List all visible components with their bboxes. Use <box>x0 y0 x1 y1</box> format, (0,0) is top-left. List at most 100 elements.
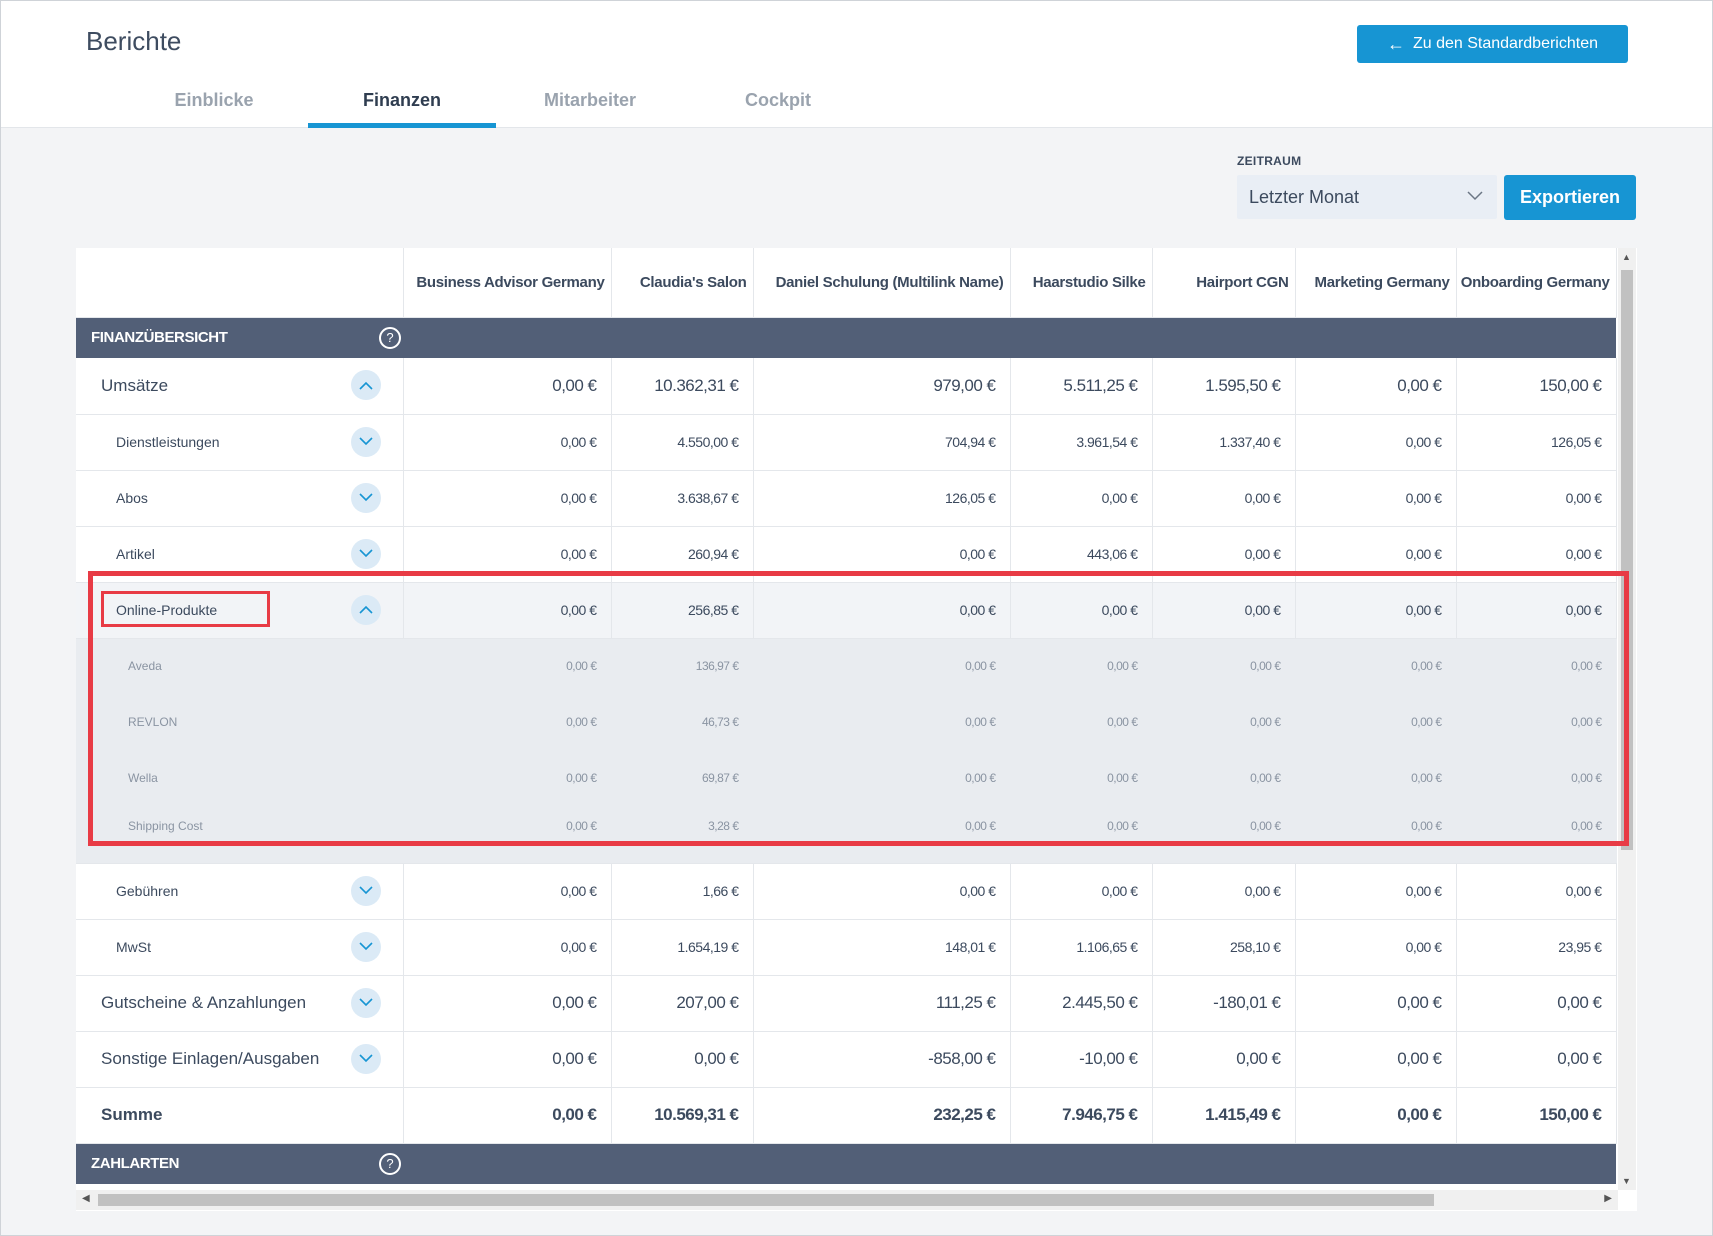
row-label: Summe <box>101 1105 163 1124</box>
value-cell: 0,00 € <box>1010 694 1153 751</box>
row-label-cell: Artikel <box>76 526 404 583</box>
value-cell: 5.511,25 € <box>1010 358 1153 415</box>
section-row-zahlarten: ZAHLARTEN ? <box>76 1143 1616 1184</box>
value-cell: 0,00 € <box>1010 582 1153 639</box>
value-cell: 0,00 € <box>1295 919 1457 976</box>
tab-mitarbeiter[interactable]: Mitarbeiter <box>543 90 637 110</box>
value-cell: 0,00 € <box>1295 806 1457 840</box>
value-cell: 0,00 € <box>1010 750 1153 807</box>
value-cell: 0,00 € <box>1295 414 1457 471</box>
export-button[interactable]: Exportieren <box>1504 175 1636 220</box>
table-row: Dienstleistungen 0,00 €4.550,00 €704,94 €… <box>76 414 1617 471</box>
column-header: Marketing Germany <box>1295 248 1457 318</box>
expand-chevron-icon[interactable] <box>351 875 381 906</box>
help-icon[interactable]: ? <box>379 326 401 349</box>
value-cell: 148,01 € <box>753 919 1011 976</box>
value-cell: 0,00 € <box>753 526 1011 583</box>
value-cell: 46,73 € <box>611 694 754 751</box>
column-header-empty <box>76 248 404 318</box>
section-row-finanzuebersicht: FINANZÜBERSICHT ? <box>76 317 1616 358</box>
row-label: Sonstige Einlagen/Ausgaben <box>101 1049 320 1068</box>
back-to-standard-reports-button[interactable]: ← Zu den Standardberichten <box>1357 25 1628 63</box>
expand-chevron-icon[interactable] <box>351 426 381 457</box>
value-cell: 10.362,31 € <box>611 358 754 415</box>
value-cell: 150,00 € <box>1456 358 1617 415</box>
value-cell: 69,87 € <box>611 750 754 807</box>
value-cell: 0,00 € <box>1456 750 1617 807</box>
value-cell: 0,00 € <box>403 414 612 471</box>
value-cell: 4.550,00 € <box>611 414 754 471</box>
tab-einblicke[interactable]: Einblicke <box>174 90 254 110</box>
tab-cockpit[interactable]: Cockpit <box>744 90 811 110</box>
period-label: ZEITRAUM <box>1237 154 1302 168</box>
value-cell: 0,00 € <box>403 638 612 695</box>
help-icon[interactable]: ? <box>379 1152 401 1175</box>
value-cell: 0,00 € <box>1010 863 1153 920</box>
period-select[interactable]: Letzter Monat <box>1237 175 1497 219</box>
finance-table-container[interactable]: Business Advisor Germany Claudia's Salon… <box>76 248 1637 1211</box>
period-value: Letzter Monat <box>1249 186 1360 207</box>
scroll-down-icon[interactable]: ▼ <box>1622 1176 1631 1186</box>
horizontal-scrollbar[interactable]: ◀ ▶ <box>76 1190 1618 1210</box>
table-row: Gebühren 0,00 €1,66 €0,00 €0,00 €0,00 €0,… <box>76 863 1617 920</box>
value-cell: 0,00 € <box>1010 638 1153 695</box>
scroll-up-icon[interactable]: ▲ <box>1622 252 1631 262</box>
section-header: ZAHLARTEN ? <box>76 1143 1616 1184</box>
scrollbar-thumb[interactable] <box>1621 270 1633 850</box>
value-cell: 0,00 € <box>1152 750 1296 807</box>
column-header: Claudia's Salon <box>611 248 754 318</box>
value-cell: 0,00 € <box>1152 863 1296 920</box>
value-cell: 0,00 € <box>403 358 612 415</box>
table-row: Online-Produkte 0,00 €256,85 €0,00 €0,00 … <box>76 582 1617 639</box>
expand-chevron-icon[interactable] <box>351 482 381 513</box>
table-row: Shipping Cost 0,00 €3,28 €0,00 €0,00 €0,0… <box>76 806 1617 840</box>
row-label-cell: REVLON <box>76 694 404 751</box>
value-cell: 0,00 € <box>403 470 612 527</box>
value-cell: -10,00 € <box>1010 1031 1153 1088</box>
expand-chevron-icon[interactable] <box>351 931 381 962</box>
value-cell: 0,00 € <box>1456 694 1617 751</box>
value-cell: 111,25 € <box>753 975 1011 1032</box>
finance-table: Business Advisor Germany Claudia's Salon… <box>76 248 1617 1184</box>
value-cell: 1.654,19 € <box>611 919 754 976</box>
value-cell: 1.337,40 € <box>1152 414 1296 471</box>
table-row: Abos 0,00 €3.638,67 €126,05 €0,00 €0,00 €… <box>76 470 1617 527</box>
value-cell: 0,00 € <box>1295 638 1457 695</box>
value-cell: 150,00 € <box>1456 1087 1617 1144</box>
scroll-right-icon[interactable]: ▶ <box>1604 1193 1612 1204</box>
value-cell: 0,00 € <box>1010 806 1153 840</box>
row-label: REVLON <box>128 715 178 729</box>
scrollbar-thumb[interactable] <box>98 1194 1434 1206</box>
value-cell: 0,00 € <box>1152 582 1296 639</box>
value-cell: 979,00 € <box>753 358 1011 415</box>
table-row: Sonstige Einlagen/Ausgaben 0,00 €0,00 € -8… <box>76 1031 1617 1088</box>
vertical-scrollbar[interactable]: ▲ ▼ <box>1618 248 1636 1190</box>
value-cell: 0,00 € <box>1456 470 1617 527</box>
value-cell: 23,95 € <box>1456 919 1617 976</box>
section-title: ZAHLARTEN <box>91 1154 180 1172</box>
row-label: Gebühren <box>116 883 179 899</box>
row-label: Umsätze <box>101 375 169 395</box>
value-cell: 0,00 € <box>753 582 1011 639</box>
value-cell: 126,05 € <box>753 470 1011 527</box>
collapse-chevron-icon[interactable] <box>351 370 381 400</box>
expand-chevron-icon[interactable] <box>351 987 381 1018</box>
row-label-cell: MwSt <box>76 919 404 976</box>
value-cell: 0,00 € <box>403 806 612 840</box>
expand-chevron-icon[interactable] <box>351 538 381 569</box>
tab-finanzen[interactable]: Finanzen <box>308 82 496 128</box>
expand-chevron-icon[interactable] <box>351 1043 381 1074</box>
collapse-chevron-icon[interactable] <box>351 594 381 625</box>
column-header: Haarstudio Silke <box>1010 248 1153 318</box>
value-cell: 2.445,50 € <box>1010 975 1153 1032</box>
value-cell: 136,97 € <box>611 638 754 695</box>
scroll-left-icon[interactable]: ◀ <box>82 1193 90 1204</box>
back-button-label: Zu den Standardberichten <box>1412 35 1598 52</box>
column-header: Onboarding Germany <box>1456 248 1617 318</box>
value-cell: 0,00 € <box>1295 975 1457 1032</box>
row-label: Shipping Cost <box>128 818 203 833</box>
value-cell: 0,00 € <box>1152 526 1296 583</box>
value-cell: 0,00 € <box>403 526 612 583</box>
value-cell: 0,00 € <box>403 582 612 639</box>
table-row: Summe 0,00 €10.569,31 €232,25 €7.946,75 €… <box>76 1087 1617 1144</box>
